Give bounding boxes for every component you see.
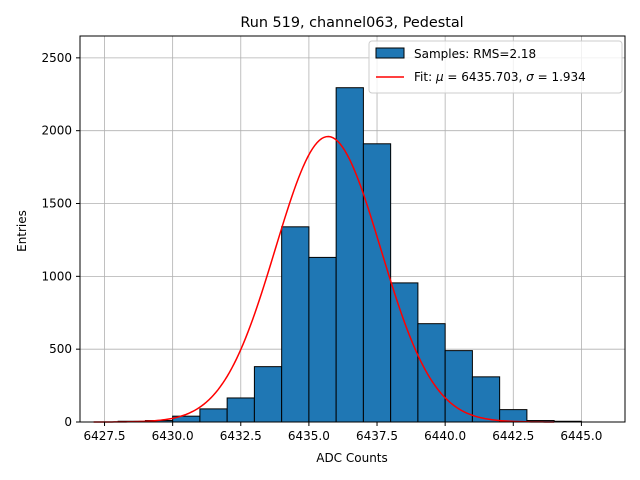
x-tick-label: 6445.0 — [560, 429, 602, 443]
y-tick-label: 0 — [64, 415, 72, 429]
x-tick-label: 6430.0 — [152, 429, 194, 443]
y-tick-label: 500 — [49, 342, 72, 356]
y-tick-label: 2500 — [41, 51, 72, 65]
x-tick-label: 6432.5 — [220, 429, 262, 443]
histogram-bars — [117, 87, 582, 423]
x-tick-label: 6435.0 — [288, 429, 330, 443]
legend-fit-mu-value: = 6435.703, — [444, 70, 527, 84]
legend-fit-sigma-value: = 1.934 — [534, 70, 586, 84]
histogram-bar — [226, 397, 255, 423]
axes-frame — [79, 35, 626, 423]
legend-swatch-samples — [375, 47, 405, 59]
histogram-bar — [390, 282, 419, 423]
chart-title: Run 519, channel063, Pedestal — [240, 15, 463, 31]
histogram-bar — [308, 256, 337, 423]
x-tick-label: 6437.5 — [356, 429, 398, 443]
x-tick-label: 6442.5 — [492, 429, 534, 443]
legend-fit-prefix: Fit: — [414, 70, 436, 84]
histogram-bar — [444, 350, 473, 423]
legend: Samples: RMS=2.18 Fit: μ = 6435.703, σ =… — [368, 40, 623, 94]
x-tick-label: 6427.5 — [84, 429, 126, 443]
histogram-bar — [253, 366, 283, 423]
x-axis-label: ADC Counts — [316, 451, 388, 465]
histogram-bar — [362, 143, 392, 423]
legend-label-samples: Samples: RMS=2.18 — [414, 47, 536, 61]
y-tick-label: 1500 — [41, 197, 72, 211]
legend-box — [368, 40, 623, 94]
y-axis-label: Entries — [15, 210, 29, 252]
x-tick-label: 6440.0 — [424, 429, 466, 443]
fit-curve-layer — [93, 135, 555, 423]
histogram-bar — [335, 87, 364, 423]
axis-ticks: 6427.5 6430.0 6432.5 6435.0 6437.5 6440.0 6442… — [41, 51, 602, 443]
legend-fit-sigma-symbol: σ — [526, 70, 534, 84]
histogram-bar — [499, 409, 528, 423]
histogram-bar — [417, 323, 446, 423]
y-tick-label: 2000 — [41, 124, 72, 138]
y-tick-label: 1000 — [41, 269, 72, 283]
legend-label-fit: Fit: μ = 6435.703, σ = 1.934 — [414, 70, 586, 84]
histogram-bar — [199, 408, 228, 423]
legend-fit-mu-symbol: μ — [435, 70, 444, 84]
histogram-bar — [471, 376, 501, 423]
histogram-bar — [281, 226, 310, 423]
fit-curve — [93, 135, 555, 423]
